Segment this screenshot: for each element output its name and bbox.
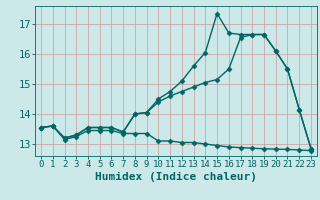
X-axis label: Humidex (Indice chaleur): Humidex (Indice chaleur) [95,172,257,182]
